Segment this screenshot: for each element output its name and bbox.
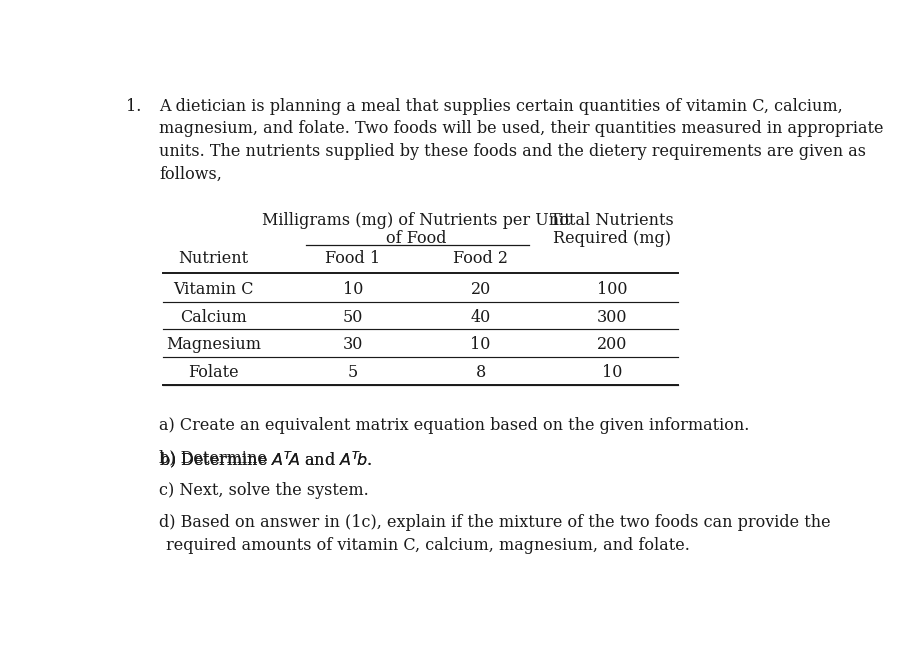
Text: Calcium: Calcium — [180, 309, 247, 326]
Text: d) Based on answer in (1c), explain if the mixture of the two foods can provide : d) Based on answer in (1c), explain if t… — [159, 514, 831, 531]
Text: c) Next, solve the system.: c) Next, solve the system. — [159, 482, 369, 499]
Text: units. The nutrients supplied by these foods and the dietery requirements are gi: units. The nutrients supplied by these f… — [159, 143, 866, 160]
Text: 200: 200 — [598, 336, 627, 353]
Text: 20: 20 — [471, 281, 491, 298]
Text: Nutrient: Nutrient — [178, 250, 248, 267]
Text: Food 2: Food 2 — [453, 250, 508, 267]
Text: Food 1: Food 1 — [325, 250, 381, 267]
Text: 10: 10 — [602, 364, 623, 381]
Text: follows,: follows, — [159, 166, 222, 183]
Text: Required (mg): Required (mg) — [554, 230, 671, 247]
Text: Total Nutrients: Total Nutrients — [551, 212, 674, 229]
Text: Magnesium: Magnesium — [166, 336, 261, 353]
Text: 100: 100 — [597, 281, 627, 298]
Text: 1.: 1. — [126, 97, 142, 115]
Text: required amounts of vitamin C, calcium, magnesium, and folate.: required amounts of vitamin C, calcium, … — [166, 537, 690, 554]
Text: 5: 5 — [347, 364, 358, 381]
Text: Vitamin C: Vitamin C — [173, 281, 254, 298]
Text: 10: 10 — [343, 281, 363, 298]
Text: of Food: of Food — [386, 230, 447, 247]
Text: 30: 30 — [343, 336, 363, 353]
Text: Milligrams (mg) of Nutrients per Unit: Milligrams (mg) of Nutrients per Unit — [262, 212, 572, 229]
Text: 10: 10 — [471, 336, 491, 353]
Text: A dietician is planning a meal that supplies certain quantities of vitamin C, ca: A dietician is planning a meal that supp… — [159, 97, 842, 115]
Text: 300: 300 — [597, 309, 627, 326]
Text: magnesium, and folate. Two foods will be used, their quantities measured in appr: magnesium, and folate. Two foods will be… — [159, 120, 884, 137]
Text: Folate: Folate — [188, 364, 238, 381]
Text: b) Determine $A^T\!A$ and $A^T\!b$.: b) Determine $A^T\!A$ and $A^T\!b$. — [159, 449, 372, 470]
Text: 50: 50 — [343, 309, 363, 326]
Text: a) Create an equivalent matrix equation based on the given information.: a) Create an equivalent matrix equation … — [159, 417, 750, 434]
Text: 40: 40 — [471, 309, 491, 326]
Text: b) Determine: b) Determine — [159, 449, 272, 466]
Text: b) Determine $A^T\!A$ and $A^T\!b$.: b) Determine $A^T\!A$ and $A^T\!b$. — [159, 449, 372, 470]
Text: 8: 8 — [475, 364, 486, 381]
